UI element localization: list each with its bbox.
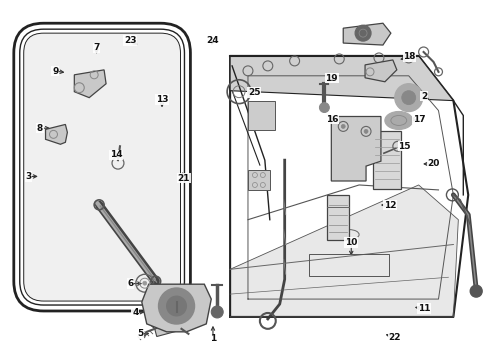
Polygon shape (230, 56, 452, 100)
Text: 21: 21 (177, 174, 190, 183)
Bar (372, 131, 400, 189)
Polygon shape (365, 60, 396, 82)
Text: 16: 16 (325, 115, 337, 124)
Polygon shape (343, 23, 390, 45)
Text: 24: 24 (206, 36, 219, 45)
Circle shape (319, 103, 328, 113)
Text: 1: 1 (209, 334, 216, 343)
Text: 8: 8 (37, 124, 43, 133)
Text: 7: 7 (93, 43, 100, 52)
Text: 13: 13 (156, 95, 168, 104)
Circle shape (354, 25, 370, 41)
Circle shape (469, 285, 481, 297)
Text: 15: 15 (398, 141, 410, 150)
Ellipse shape (384, 112, 412, 129)
Text: 12: 12 (383, 201, 395, 210)
Text: 2: 2 (420, 91, 427, 100)
Text: 11: 11 (417, 304, 429, 313)
Polygon shape (149, 312, 169, 334)
Text: 23: 23 (124, 36, 137, 45)
Text: 18: 18 (403, 52, 415, 61)
Text: 19: 19 (325, 74, 338, 83)
Bar (326, 195, 348, 239)
Text: 6: 6 (127, 279, 133, 288)
Circle shape (211, 306, 223, 318)
Bar (309, 255, 388, 276)
Polygon shape (74, 70, 106, 98)
FancyBboxPatch shape (24, 33, 180, 301)
Circle shape (166, 296, 186, 316)
Text: 22: 22 (388, 333, 400, 342)
Text: 3: 3 (25, 172, 32, 181)
Polygon shape (142, 284, 211, 332)
Text: 10: 10 (345, 238, 357, 247)
Circle shape (158, 288, 194, 324)
Text: 14: 14 (109, 150, 122, 159)
Circle shape (401, 91, 415, 105)
Circle shape (341, 125, 345, 129)
Text: 4: 4 (132, 308, 138, 317)
Text: 25: 25 (247, 88, 260, 97)
Polygon shape (230, 185, 457, 317)
Text: 5: 5 (137, 329, 143, 338)
Circle shape (142, 281, 146, 285)
Circle shape (394, 84, 422, 112)
Polygon shape (331, 117, 380, 181)
Polygon shape (247, 170, 269, 190)
Polygon shape (45, 125, 67, 144)
Bar (154, 324, 176, 337)
Polygon shape (247, 100, 274, 130)
Text: 20: 20 (427, 159, 439, 168)
Text: 17: 17 (412, 115, 425, 124)
Circle shape (364, 129, 367, 133)
Text: 9: 9 (52, 67, 59, 76)
